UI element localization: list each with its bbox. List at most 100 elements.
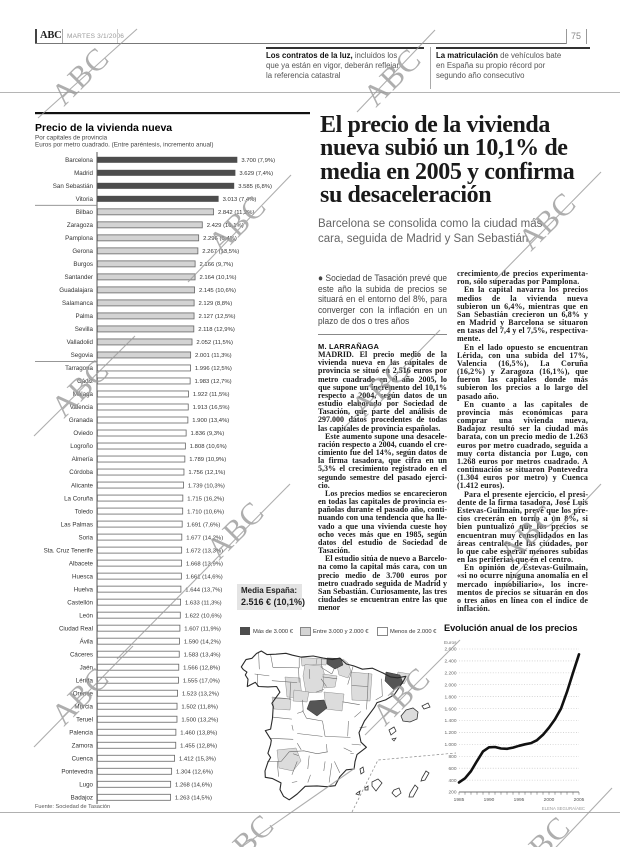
svg-text:2.164 (10,1%): 2.164 (10,1%) xyxy=(199,275,236,281)
svg-text:ABC: ABC xyxy=(209,807,281,847)
svg-text:2005: 2005 xyxy=(574,797,585,803)
svg-text:2.000: 2.000 xyxy=(444,682,456,688)
svg-text:2.166 (9,7%): 2.166 (9,7%) xyxy=(200,262,234,268)
svg-text:Euros: Euros xyxy=(444,640,457,646)
svg-text:Castellón: Castellón xyxy=(67,599,93,606)
svg-text:Murcia: Murcia xyxy=(74,703,93,710)
svg-text:Palma: Palma xyxy=(75,313,93,320)
svg-text:1985: 1985 xyxy=(454,797,465,803)
svg-text:Euros por metro cuadrado. (Ent: Euros por metro cuadrado. (Entre parénte… xyxy=(35,142,214,149)
svg-text:Albacete: Albacete xyxy=(69,560,94,567)
svg-text:1.900 (13,4%): 1.900 (13,4%) xyxy=(192,418,229,424)
svg-text:800: 800 xyxy=(448,754,456,760)
svg-text:1.808 (10,6%): 1.808 (10,6%) xyxy=(190,444,227,450)
svg-text:Pamplona: Pamplona xyxy=(65,235,93,242)
svg-text:Por capitales de provincia: Por capitales de provincia xyxy=(35,135,108,142)
svg-text:2000: 2000 xyxy=(544,797,555,803)
svg-text:Zamora: Zamora xyxy=(72,742,94,749)
svg-text:2.129 (8,8%): 2.129 (8,8%) xyxy=(199,301,233,307)
svg-text:2.429 (16,1%): 2.429 (16,1%) xyxy=(207,223,244,229)
svg-text:600: 600 xyxy=(448,766,456,772)
svg-text:1.983 (12,7%): 1.983 (12,7%) xyxy=(195,379,232,385)
svg-text:1.523 (13,2%): 1.523 (13,2%) xyxy=(182,691,219,697)
svg-text:Santander: Santander xyxy=(64,274,93,281)
svg-text:ABC: ABC xyxy=(44,40,116,112)
svg-text:Oviedo: Oviedo xyxy=(73,430,93,437)
svg-text:Las Palmas: Las Palmas xyxy=(61,521,93,528)
svg-text:2.842 (11,2%): 2.842 (11,2%) xyxy=(218,210,255,216)
svg-text:2.052 (11,5%): 2.052 (11,5%) xyxy=(196,340,233,346)
svg-text:1.668 (13,9%): 1.668 (13,9%) xyxy=(186,561,223,567)
svg-text:1.000: 1.000 xyxy=(444,742,456,748)
svg-text:2.001 (11,3%): 2.001 (11,3%) xyxy=(195,353,232,359)
svg-text:Zaragoza: Zaragoza xyxy=(67,222,94,229)
svg-text:Toledo: Toledo xyxy=(75,508,94,515)
svg-text:1.800: 1.800 xyxy=(444,694,456,700)
svg-text:1.633 (11,3%): 1.633 (11,3%) xyxy=(185,600,222,606)
svg-text:Alicante: Alicante xyxy=(71,482,94,489)
svg-text:1.500 (13,2%): 1.500 (13,2%) xyxy=(181,717,218,723)
svg-text:Segovia: Segovia xyxy=(71,352,94,359)
svg-text:1.836 (9,3%): 1.836 (9,3%) xyxy=(191,431,225,437)
svg-text:1.412 (15,3%): 1.412 (15,3%) xyxy=(179,756,216,762)
svg-text:1.590 (14,2%): 1.590 (14,2%) xyxy=(184,639,221,645)
svg-text:1.644 (13,7%): 1.644 (13,7%) xyxy=(185,587,222,593)
svg-text:400: 400 xyxy=(448,778,456,784)
svg-text:Soria: Soria xyxy=(79,534,94,541)
svg-text:Pontevedra: Pontevedra xyxy=(61,768,93,775)
svg-text:Guadalajara: Guadalajara xyxy=(59,287,93,294)
svg-text:1.200: 1.200 xyxy=(444,730,456,736)
svg-text:Ávila: Ávila xyxy=(80,638,94,645)
svg-text:Sta. Cruz Tenerife: Sta. Cruz Tenerife xyxy=(44,547,94,554)
svg-text:Málaga: Málaga xyxy=(73,391,94,398)
svg-text:1.710 (10,6%): 1.710 (10,6%) xyxy=(187,509,224,515)
svg-text:1.677 (14,2%): 1.677 (14,2%) xyxy=(186,535,223,541)
svg-text:1.715 (16,2%): 1.715 (16,2%) xyxy=(187,496,224,502)
svg-text:Madrid: Madrid xyxy=(74,170,93,177)
svg-text:Salamanca: Salamanca xyxy=(62,300,94,307)
svg-text:León: León xyxy=(79,612,93,619)
svg-text:1990: 1990 xyxy=(484,797,495,803)
svg-text:Palencia: Palencia xyxy=(69,729,93,736)
svg-text:Almería: Almería xyxy=(72,456,94,463)
svg-text:Lugo: Lugo xyxy=(79,781,93,788)
svg-text:1.661 (14,6%): 1.661 (14,6%) xyxy=(186,574,223,580)
svg-text:Teruel: Teruel xyxy=(76,716,93,723)
svg-text:Cáceres: Cáceres xyxy=(70,651,93,658)
svg-text:2.267 (13,5%): 2.267 (13,5%) xyxy=(202,249,239,255)
svg-text:1.460 (13,8%): 1.460 (13,8%) xyxy=(180,730,217,736)
svg-text:1.600: 1.600 xyxy=(444,706,456,712)
svg-text:1.502 (11,8%): 1.502 (11,8%) xyxy=(181,704,218,710)
svg-text:2.600: 2.600 xyxy=(444,647,456,653)
svg-text:Cádiz: Cádiz xyxy=(77,378,93,385)
svg-text:1.739 (10,3%): 1.739 (10,3%) xyxy=(188,483,225,489)
svg-text:1.455 (12,8%): 1.455 (12,8%) xyxy=(180,743,217,749)
svg-text:Sevilla: Sevilla xyxy=(75,326,94,333)
svg-text:Gerona: Gerona xyxy=(72,248,93,255)
svg-text:2.118 (12,9%): 2.118 (12,9%) xyxy=(198,327,235,333)
svg-text:2.400: 2.400 xyxy=(444,659,456,665)
svg-text:3.013 (7,4%): 3.013 (7,4%) xyxy=(223,197,257,203)
svg-text:2.200: 2.200 xyxy=(444,671,456,677)
svg-text:Precio de la vivienda nueva: Precio de la vivienda nueva xyxy=(35,122,172,134)
svg-text:2.127 (12,5%): 2.127 (12,5%) xyxy=(198,314,235,320)
svg-text:Huelva: Huelva xyxy=(74,586,94,593)
svg-text:3.629 (7,4%): 3.629 (7,4%) xyxy=(239,171,273,177)
svg-text:1.996 (12,5%): 1.996 (12,5%) xyxy=(195,366,232,372)
svg-text:Bilbao: Bilbao xyxy=(76,209,94,216)
svg-text:1.263 (14,5%): 1.263 (14,5%) xyxy=(175,795,212,801)
svg-text:1995: 1995 xyxy=(514,797,525,803)
svg-text:ABC: ABC xyxy=(505,809,577,847)
svg-text:3.585 (6,8%): 3.585 (6,8%) xyxy=(238,184,272,190)
svg-text:Burgos: Burgos xyxy=(73,261,93,268)
svg-text:1.691 (7,6%): 1.691 (7,6%) xyxy=(187,522,221,528)
svg-text:2.296 (6,4%): 2.296 (6,4%) xyxy=(203,236,237,242)
svg-text:Tarragona: Tarragona xyxy=(65,365,93,372)
svg-text:ELENA SEGURA/ABC: ELENA SEGURA/ABC xyxy=(542,806,585,811)
svg-text:Badajoz: Badajoz xyxy=(71,794,93,801)
svg-text:2.145 (10,6%): 2.145 (10,6%) xyxy=(199,288,236,294)
svg-text:Jaén: Jaén xyxy=(80,664,94,671)
svg-text:Lérida: Lérida xyxy=(76,677,94,684)
svg-text:San Sebastián: San Sebastián xyxy=(53,183,94,190)
svg-text:Ciudad Real: Ciudad Real xyxy=(59,625,93,632)
